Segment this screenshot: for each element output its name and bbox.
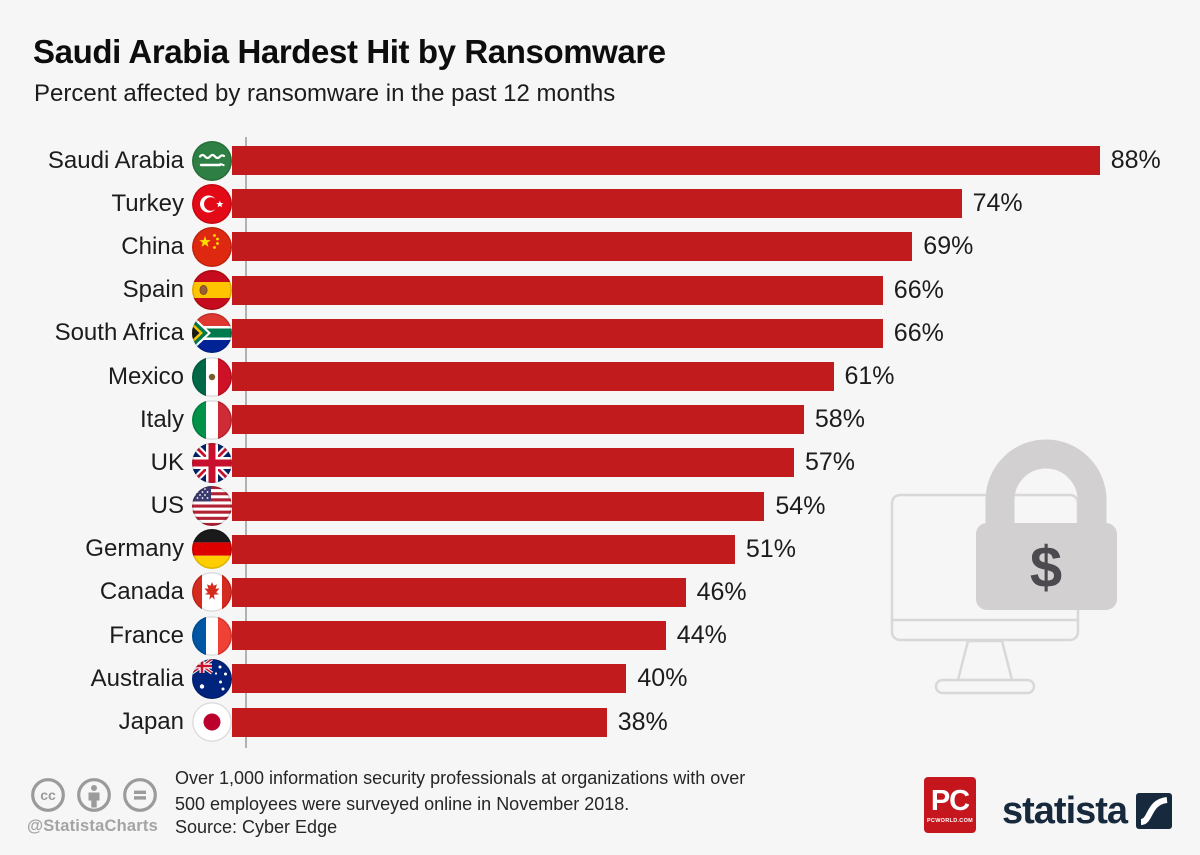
survey-note: Over 1,000 information security professi…	[175, 766, 745, 817]
dollar-sign: $	[1030, 535, 1062, 600]
value-label-mexico: 61%	[844, 362, 895, 391]
country-label-spain: Spain	[122, 276, 184, 304]
flag-canada-icon	[192, 572, 232, 613]
value-label-us: 54%	[775, 491, 826, 520]
survey-note-line-1: Over 1,000 information security professi…	[175, 768, 746, 788]
bar-row-italy: Italy 58%	[0, 398, 1200, 441]
bar-uk	[232, 448, 794, 478]
value-label-italy: 58%	[814, 405, 865, 434]
cc-icon: cc	[31, 778, 65, 812]
country-label-japan: Japan	[118, 708, 184, 736]
statista-slope-icon	[1136, 793, 1173, 829]
bar-row-germany: Germany 51%	[0, 528, 1200, 571]
flag-france-icon	[192, 615, 232, 656]
value-label-germany: 51%	[745, 534, 796, 563]
bar-spain	[232, 275, 883, 305]
bar-row-uk: UK 57%	[0, 441, 1200, 484]
ransomware-illustration: $	[880, 430, 1200, 700]
value-label-australia: 40%	[637, 664, 688, 693]
statista-wordmark: statista	[1002, 790, 1128, 832]
country-label-uk: UK	[150, 448, 184, 476]
statista-handle: @StatistaCharts	[27, 817, 158, 835]
bar-chart: Saudi Arabia 88% Turkey 74% China 69% Spain 66%…	[0, 139, 1200, 744]
bar-row-canada: Canada 46%	[0, 571, 1200, 614]
flag-italy-icon	[192, 399, 232, 440]
value-label-france: 44%	[676, 621, 727, 650]
bar-france	[232, 621, 666, 651]
country-label-mexico: Mexico	[107, 362, 184, 390]
attribution-person-icon	[77, 778, 111, 812]
flag-germany-icon	[192, 529, 232, 570]
bar-china	[232, 232, 913, 262]
flag-mexico-icon	[192, 356, 232, 397]
flag-uk-icon	[192, 442, 232, 483]
pcworld-domain: PCWORLD.COM	[926, 817, 974, 824]
padlock-icon: $	[976, 439, 1117, 610]
value-label-japan: 38%	[617, 707, 668, 736]
flag-spain-icon	[192, 270, 232, 311]
country-label-china: China	[121, 232, 184, 260]
equals-icon	[123, 778, 157, 812]
country-label-south-africa: South Africa	[54, 319, 184, 347]
bar-row-turkey: Turkey 74%	[0, 182, 1200, 225]
bar-japan	[232, 707, 607, 737]
flag-china-icon	[192, 226, 232, 267]
survey-note-line-2: 500 employees were surveyed online in No…	[175, 793, 630, 814]
country-label-germany: Germany	[85, 535, 184, 563]
flag-south-africa-icon	[192, 313, 232, 354]
bar-mexico	[232, 362, 834, 392]
bar-row-saudi-arabia: Saudi Arabia 88%	[0, 139, 1200, 182]
country-label-italy: Italy	[139, 405, 184, 433]
country-label-saudi-arabia: Saudi Arabia	[47, 146, 184, 174]
bar-saudi-arabia	[232, 146, 1100, 176]
bar-italy	[232, 405, 804, 435]
value-label-turkey: 74%	[972, 189, 1023, 218]
source-label: Source: Cyber Edge	[175, 817, 338, 837]
svg-text:cc: cc	[40, 787, 56, 803]
chart-subtitle: Percent affected by ransomware in the pa…	[34, 80, 616, 107]
value-label-uk: 57%	[805, 448, 856, 477]
pcworld-abbr: PC	[930, 784, 970, 817]
flag-turkey-icon	[192, 183, 232, 224]
bar-row-south-africa: South Africa 66%	[0, 312, 1200, 355]
bar-row-japan: Japan 38%	[0, 700, 1200, 743]
license-badges: cc	[29, 776, 159, 814]
bar-row-china: China 69%	[0, 225, 1200, 268]
statista-logo: statista	[1002, 790, 1173, 832]
bar-turkey	[232, 189, 962, 219]
pcworld-logo: PC PCWORLD.COM	[924, 777, 976, 833]
value-label-china: 69%	[923, 232, 974, 261]
flag-japan-icon	[192, 702, 232, 743]
chart-title: Saudi Arabia Hardest Hit by Ransomware	[33, 33, 666, 70]
country-label-canada: Canada	[99, 578, 184, 606]
bar-row-australia: Australia 40%	[0, 657, 1200, 700]
flag-us-icon	[192, 486, 232, 527]
value-label-canada: 46%	[696, 577, 747, 606]
bar-australia	[232, 664, 627, 694]
bar-canada	[232, 577, 686, 607]
country-label-australia: Australia	[90, 664, 184, 692]
value-label-south-africa: 66%	[893, 318, 944, 347]
bar-row-us: US 54%	[0, 485, 1200, 528]
flag-australia-icon	[192, 658, 232, 699]
bar-row-spain: Spain 66%	[0, 269, 1200, 312]
country-label-france: France	[109, 621, 184, 649]
country-label-turkey: Turkey	[111, 189, 184, 217]
country-label-us: US	[150, 492, 184, 520]
value-label-saudi-arabia: 88%	[1110, 146, 1161, 175]
bar-germany	[232, 534, 735, 564]
value-label-spain: 66%	[893, 275, 944, 304]
bar-south-africa	[232, 318, 883, 348]
bar-row-france: France 44%	[0, 614, 1200, 657]
bar-us	[232, 491, 765, 521]
flag-saudi-arabia-icon	[192, 140, 232, 181]
axis-baseline	[245, 137, 247, 748]
bar-row-mexico: Mexico 61%	[0, 355, 1200, 398]
